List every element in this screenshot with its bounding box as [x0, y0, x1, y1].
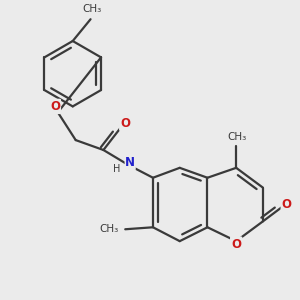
Text: CH₃: CH₃ [100, 224, 119, 234]
Text: H: H [112, 164, 120, 174]
Text: N: N [125, 156, 135, 170]
Text: O: O [282, 198, 292, 211]
Text: O: O [231, 238, 241, 250]
Text: O: O [120, 117, 130, 130]
Text: CH₃: CH₃ [228, 132, 247, 142]
Text: O: O [50, 100, 60, 113]
Text: CH₃: CH₃ [82, 4, 101, 14]
